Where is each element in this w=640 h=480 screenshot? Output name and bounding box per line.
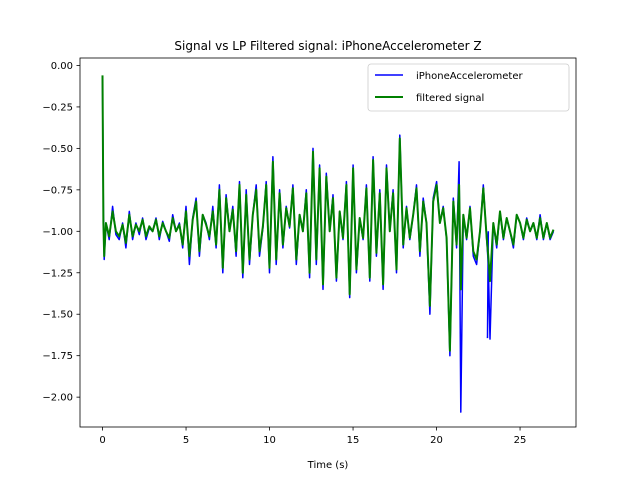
- y-axis: 0.00 −0.25 −0.50 −0.75 −1.00 −1.25 −1.50 −1.75 −…: [42, 61, 80, 404]
- y-tick-label: −0.50: [42, 144, 73, 155]
- legend-label-raw: iPhoneAccelerometer: [416, 71, 523, 82]
- axes-frame: [79, 57, 577, 428]
- axes-background: [80, 58, 576, 427]
- x-tick-label: 10: [263, 435, 276, 446]
- y-tick-label: −1.50: [42, 310, 73, 321]
- series-line-filtered: [101, 75, 555, 352]
- y-tick-label: −2.00: [42, 393, 73, 404]
- y-tick-label: −0.25: [42, 102, 73, 113]
- y-tick-label: −1.00: [42, 227, 73, 238]
- x-tick-label: 0: [99, 435, 105, 446]
- legend-label-filtered: filtered signal: [416, 93, 484, 104]
- legend: iPhoneAccelerometer filtered signal: [367, 63, 570, 112]
- x-axis-label: Time (s): [307, 460, 349, 471]
- x-tick-label: 25: [514, 435, 527, 446]
- x-tick-label: 15: [347, 435, 360, 446]
- legend-frame: [367, 63, 570, 112]
- series-layer: [101, 75, 555, 413]
- y-tick-label: −0.75: [42, 185, 73, 196]
- plot-area: [80, 58, 576, 427]
- y-tick-label: −1.25: [42, 268, 73, 279]
- y-tick-label: −1.75: [42, 351, 73, 362]
- y-tick-label: 0.00: [51, 61, 73, 72]
- x-tick-label: 5: [183, 435, 189, 446]
- x-axis: 0 5 10 15 20 25: [99, 427, 526, 446]
- chart-title: Signal vs LP Filtered signal: iPhoneAcce…: [174, 39, 481, 53]
- x-tick-label: 20: [430, 435, 443, 446]
